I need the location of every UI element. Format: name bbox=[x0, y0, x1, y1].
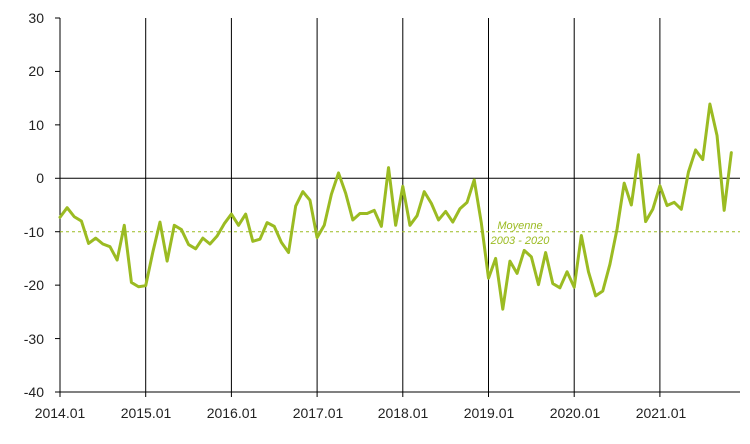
x-tick-labels: 2014.01 2015.01 2016.01 2017.01 2018.01 … bbox=[35, 405, 687, 421]
y-tick-label: -10 bbox=[24, 224, 44, 240]
average-annotation: Moyenne 2003 - 2020 bbox=[490, 220, 551, 247]
x-tick-label-2016: 2016.01 bbox=[207, 405, 258, 421]
year-grid-lines bbox=[145, 18, 661, 392]
y-tick-label: 10 bbox=[28, 117, 44, 133]
x-tick-label-2021: 2021.01 bbox=[636, 405, 687, 421]
x-tick-label-2014: 2014.01 bbox=[35, 405, 86, 421]
y-tick-label: 30 bbox=[28, 10, 44, 26]
y-tick-label: -20 bbox=[24, 277, 44, 293]
x-tick-label-2019: 2019.01 bbox=[464, 405, 515, 421]
y-tick-label: 20 bbox=[28, 63, 44, 79]
x-tick-label-2020: 2020.01 bbox=[550, 405, 601, 421]
series-line bbox=[58, 102, 733, 311]
y-tick-label: 0 bbox=[36, 170, 44, 186]
x-tick-label-2018: 2018.01 bbox=[378, 405, 429, 421]
y-tick-label: -40 bbox=[24, 384, 44, 400]
y-tick-label: -30 bbox=[24, 331, 44, 347]
average-label-line2: 2003 - 2020 bbox=[490, 235, 551, 247]
x-tick-label-2017: 2017.01 bbox=[293, 405, 344, 421]
average-label-line1: Moyenne bbox=[497, 220, 542, 232]
y-tick-labels: 30 20 10 0 -10 -20 -30 -40 bbox=[24, 10, 44, 400]
x-tick-label-2015: 2015.01 bbox=[121, 405, 172, 421]
